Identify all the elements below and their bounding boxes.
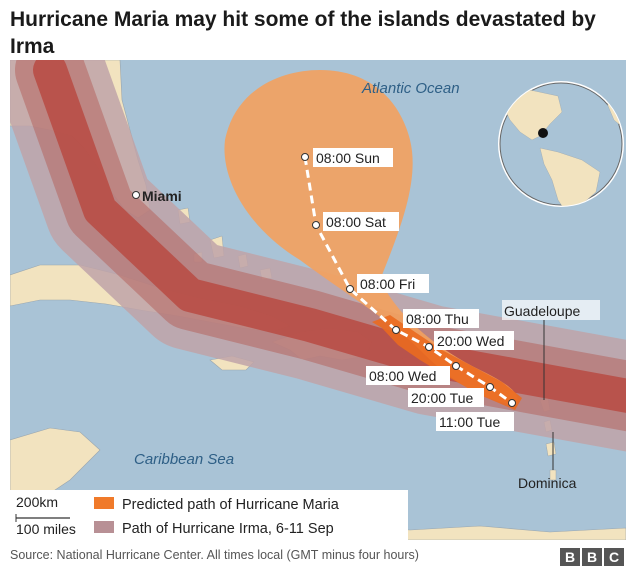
point-wed-08 [452, 362, 460, 370]
bbc-letter: B [560, 548, 580, 566]
inset-globe [498, 81, 624, 207]
legend-swatch-irma [94, 521, 114, 533]
hurricane-map: 08:00 Sun 08:00 Sat 08:00 Fri 08:00 Thu … [10, 60, 626, 540]
point-wed-20 [425, 343, 433, 351]
legend-label-maria: Predicted path of Hurricane Maria [122, 497, 340, 513]
label-fri: 08:00 Fri [360, 276, 415, 292]
dominica-label: Dominica [518, 475, 577, 491]
point-fri [346, 285, 354, 293]
label-tue-20: 20:00 Tue [411, 390, 473, 406]
label-sat: 08:00 Sat [326, 214, 386, 230]
point-thu [392, 326, 400, 334]
label-wed-08: 08:00 Wed [369, 368, 436, 384]
guadeloupe-label: Guadeloupe [504, 303, 581, 319]
source-note: Source: National Hurricane Center. All t… [10, 548, 419, 562]
label-thu: 08:00 Thu [406, 311, 469, 327]
bbc-letter: B [582, 548, 602, 566]
label-wed-20: 20:00 Wed [437, 333, 504, 349]
maria-forecast-cone [224, 70, 518, 405]
scale-km: 200km [16, 494, 58, 510]
maria-track-line [303, 156, 513, 405]
forecast-labels: 08:00 Sun 08:00 Sat 08:00 Fri 08:00 Thu … [313, 148, 514, 431]
page-title: Hurricane Maria may hit some of the isla… [10, 8, 596, 58]
legend-label-irma: Path of Hurricane Irma, 6-11 Sep [122, 521, 334, 537]
miami-dot [132, 191, 140, 199]
label-tue-11: 11:00 Tue [439, 414, 500, 430]
bbc-letter: C [604, 548, 624, 566]
scale-miles: 100 miles [16, 521, 76, 537]
maria-near-track [372, 315, 522, 410]
miami-label: Miami [142, 188, 182, 204]
legend-box [10, 490, 408, 540]
globe-location-dot [538, 128, 548, 138]
atlantic-ocean-label: Atlantic Ocean [361, 80, 460, 97]
forecast-points [301, 153, 516, 407]
point-sun [301, 153, 309, 161]
caribbean-sea-label: Caribbean Sea [134, 451, 234, 468]
point-tue-20 [486, 383, 494, 391]
point-sat [312, 221, 320, 229]
bbc-logo: B B C [560, 548, 624, 566]
point-tue-11 [508, 399, 516, 407]
label-sun: 08:00 Sun [316, 150, 380, 166]
legend-swatch-maria [94, 497, 114, 509]
